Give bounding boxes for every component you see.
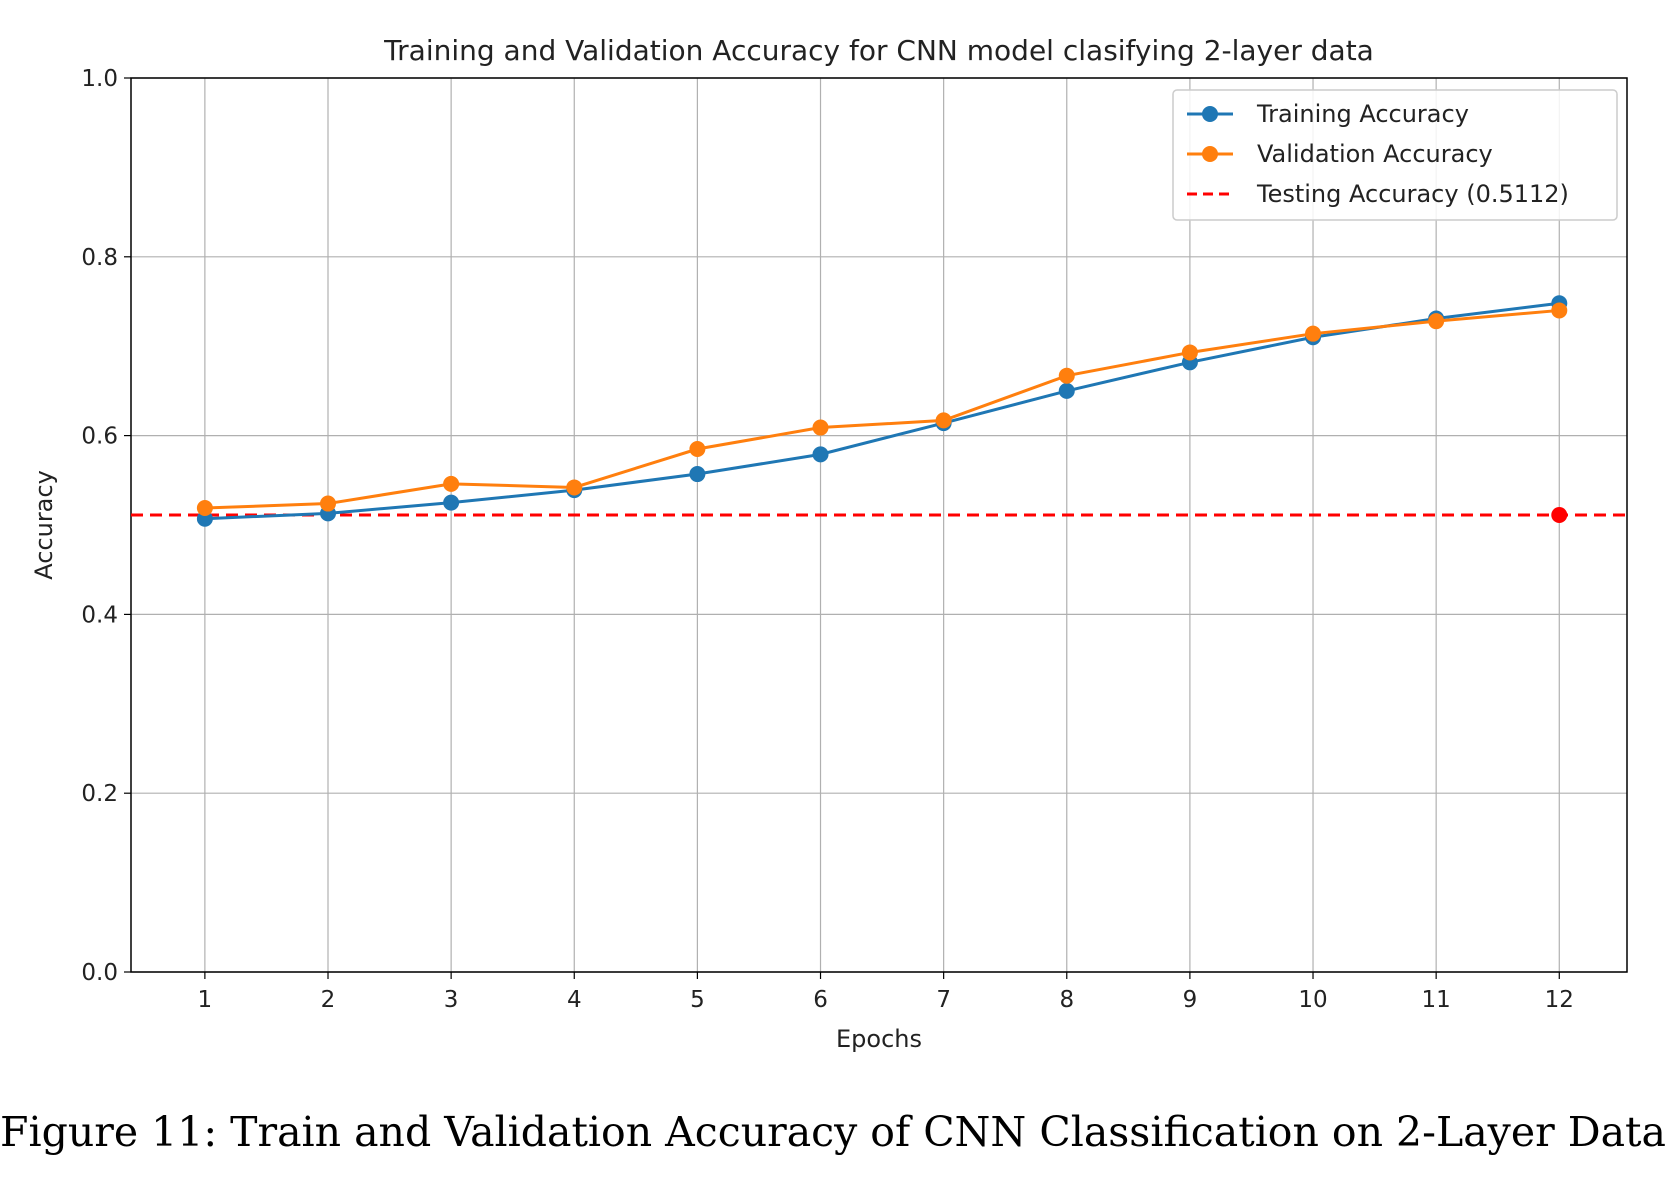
x-tick-label: 6 — [813, 987, 828, 1013]
x-tick-label: 5 — [690, 987, 705, 1013]
x-tick-label: 7 — [936, 987, 951, 1013]
y-axis-label: Accuracy — [30, 470, 58, 580]
validation-accuracy-point — [1305, 325, 1322, 342]
validation-accuracy-point — [935, 412, 952, 429]
training-accuracy-line — [204, 301, 1560, 521]
x-tick-label: 10 — [1298, 987, 1327, 1013]
validation-accuracy-point — [689, 441, 706, 458]
validation-accuracy-line — [204, 308, 1560, 510]
validation-accuracy-point — [1428, 313, 1445, 330]
validation-accuracy-point — [443, 475, 460, 492]
legend-entry: Validation Accuracy — [1187, 140, 1493, 168]
y-tick-label: 0.2 — [81, 781, 118, 807]
legend-label: Training Accuracy — [1256, 100, 1469, 128]
validation-accuracy-point — [196, 500, 213, 517]
x-tick-label: 1 — [198, 987, 213, 1013]
legend-entry: Testing Accuracy (0.5112) — [1187, 180, 1569, 208]
line-chart: Training and Validation Accuracy for CNN… — [30, 34, 1628, 1053]
training-accuracy-point — [812, 446, 829, 463]
x-tick-label: 3 — [444, 987, 459, 1013]
chart-title: Training and Validation Accuracy for CNN… — [383, 34, 1374, 67]
validation-accuracy-point — [1551, 302, 1568, 319]
training-accuracy-point — [443, 494, 460, 511]
x-axis-label: Epochs — [836, 1025, 922, 1053]
training-accuracy-point — [689, 466, 706, 483]
validation-accuracy-point — [566, 479, 583, 496]
legend-label: Validation Accuracy — [1257, 140, 1493, 168]
y-tick-label: 0.0 — [81, 960, 118, 986]
y-tick-label: 1.0 — [81, 66, 118, 92]
validation-accuracy-point — [320, 495, 337, 512]
validation-accuracy-point — [1058, 367, 1075, 384]
legend-label: Testing Accuracy (0.5112) — [1256, 180, 1569, 208]
legend-marker — [1202, 106, 1218, 122]
validation-accuracy-point — [812, 419, 829, 436]
figure-caption: Figure 11: Train and Validation Accuracy… — [0, 1108, 1666, 1156]
x-tick-label: 11 — [1422, 987, 1451, 1013]
training-accuracy-point — [1058, 382, 1075, 399]
x-tick-label: 12 — [1545, 987, 1574, 1013]
plot-frame — [130, 77, 1628, 973]
y-tick-label: 0.6 — [81, 424, 118, 450]
x-tick-label: 9 — [1183, 987, 1198, 1013]
y-tick-label: 0.4 — [81, 602, 118, 628]
legend-marker — [1202, 146, 1218, 162]
series-lines — [196, 295, 1568, 527]
legend-entry: Training Accuracy — [1187, 100, 1469, 128]
x-tick-label: 4 — [567, 987, 582, 1013]
validation-accuracy-point — [1181, 344, 1198, 361]
legend: Training Accuracy Validation Accuracy Test… — [1172, 89, 1618, 221]
testing-accuracy-point — [1551, 506, 1568, 523]
legend-box — [1172, 89, 1618, 221]
x-tick-label: 8 — [1059, 987, 1074, 1013]
validation-accuracy-series — [196, 302, 1568, 517]
y-tick-label: 0.8 — [81, 245, 118, 271]
testing-accuracy-line — [131, 506, 1627, 523]
x-tick-label: 2 — [321, 987, 336, 1013]
axis-ticks: 1 2 3 4 5 6 7 8 9 10 11 120.00.20.40.60.81.0 — [81, 66, 1573, 1013]
